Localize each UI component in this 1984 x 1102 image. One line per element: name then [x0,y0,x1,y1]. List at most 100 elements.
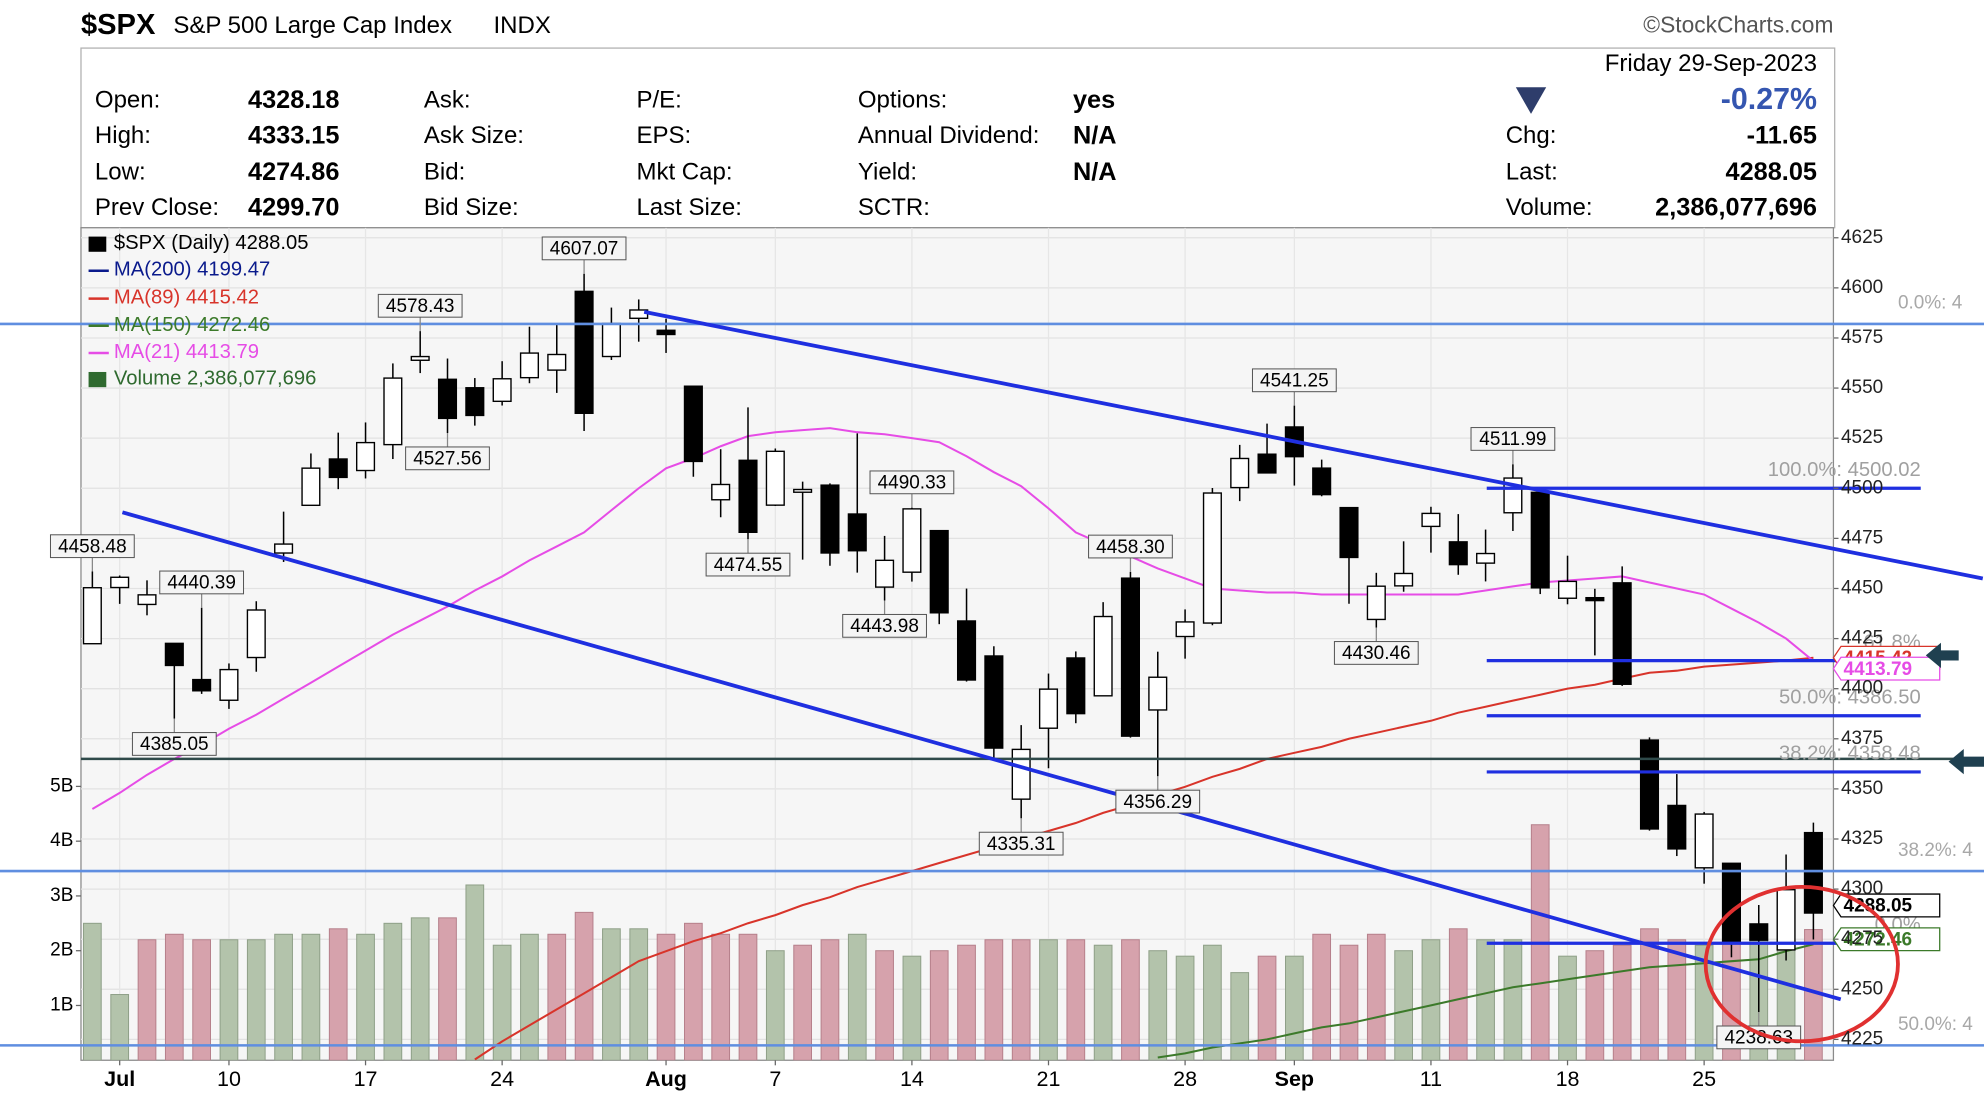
candle-body [1394,572,1414,587]
candle-body [1721,862,1741,943]
x-tick-label: 14 [900,1067,924,1091]
candle-body [1312,467,1332,496]
volume-bar [1421,939,1441,1061]
candle-body [574,290,594,414]
volume-bar [246,939,266,1061]
volume-bar [274,933,293,1061]
volume-bar [984,939,1004,1061]
volume-bar [192,939,212,1061]
last-value-box [1832,927,1941,952]
legend-part: 4199.47 [197,259,270,281]
candle-body [383,377,403,446]
candle-body [1421,512,1441,528]
candle-body [465,387,485,417]
candle-body [355,441,376,472]
y-tick-label: 4325 [1841,828,1883,849]
annotation-label: 4385.05 [140,734,209,755]
candle-body [984,655,1004,749]
candle-body [1066,657,1086,715]
annotation-label: 4490.33 [878,473,947,494]
annotation-box [1251,368,1337,393]
info-panel [80,47,1836,229]
y-tick-label: 4350 [1841,778,1883,799]
candle-body [1120,577,1141,737]
candle-body [765,450,785,506]
volume-bar [711,933,731,1061]
legend: $SPX (Daily) 4288.05 MA(200) 4199.47 MA(89… [88,233,316,390]
candle-body [1667,804,1687,850]
v-tick-label: 5B [50,775,73,796]
candle-body [1093,615,1113,697]
last-value-box [1832,893,1941,918]
annotation-box [842,613,927,638]
date: Friday 29-Sep-2023 [1605,50,1817,77]
volume-bar [1093,944,1113,1061]
volume-bar [656,933,676,1061]
candle-body [1530,491,1550,589]
candle-body [1694,813,1714,869]
annotation-box [377,293,463,318]
annotation-box [1115,789,1201,814]
x-tick-label: 21 [1037,1067,1061,1091]
volume-bar [765,950,785,1061]
candle-body [875,559,895,588]
volume-bar [219,939,239,1061]
candle-body [902,508,922,573]
field-value: N/A [1073,158,1117,186]
arrow-marker [1948,749,1984,775]
volume-bar [1230,972,1250,1061]
candle-body [1366,585,1386,621]
volume-bar [1366,933,1386,1061]
y-tick-label: 4475 [1841,527,1883,548]
annotation-box [1088,534,1173,559]
y-tick-label: 4625 [1841,227,1883,248]
volume-bar [1448,928,1468,1061]
field-value: 4274.86 [248,158,339,186]
volume-bar [410,917,430,1061]
legend-swatch [88,371,107,388]
x-tick-label: 24 [490,1067,514,1091]
annotation-box [159,570,245,595]
level-label: 0.0%: 4 [1898,293,1962,314]
y-tick-label: 4375 [1841,728,1883,749]
candle-body [1776,889,1796,951]
volume-bar [574,911,594,1061]
volume-bar [957,944,976,1061]
change-pct: -0.27% [1721,83,1817,116]
field-label: Ask Size: [424,122,524,149]
exchange: INDX [493,12,550,39]
volume-bar [1148,950,1168,1061]
v-tick-label: 3B [50,885,73,906]
candle-body [1749,923,1769,941]
volume-bar [1039,939,1058,1061]
candle-body [82,587,102,645]
candle-body [1038,688,1059,729]
copyright: ©StockCharts.com [1643,12,1833,38]
field-label: Annual Dividend: [858,122,1040,149]
candle-body [1639,739,1660,830]
x-tick-label: Sep [1275,1067,1314,1091]
highlight-circle [1703,885,1900,1044]
field-value: yes [1073,86,1115,114]
field-label: Volume: [1506,194,1593,221]
y-tick-label: 4550 [1841,377,1883,398]
volume-bar [301,933,321,1061]
field-value: 4328.18 [248,86,339,114]
field-value: 2,386,077,696 [1655,193,1817,221]
volume-bar [164,933,184,1061]
annotation-box [978,831,1064,856]
volume-bar [1121,939,1140,1061]
annotation-box [131,732,217,756]
field-label: Open: [95,87,160,114]
volume-bar [1694,944,1714,1061]
legend-entry: MA(200) 4199.47 [114,259,270,281]
y-tick-label: 4575 [1841,327,1883,348]
annotation-label: 4511.99 [1479,429,1546,450]
fib-label: 100.0%: 4500.02 [1768,459,1921,481]
legend-part: 4413.79 [186,341,259,363]
annotation-box [405,446,490,471]
candle-body [492,378,512,403]
